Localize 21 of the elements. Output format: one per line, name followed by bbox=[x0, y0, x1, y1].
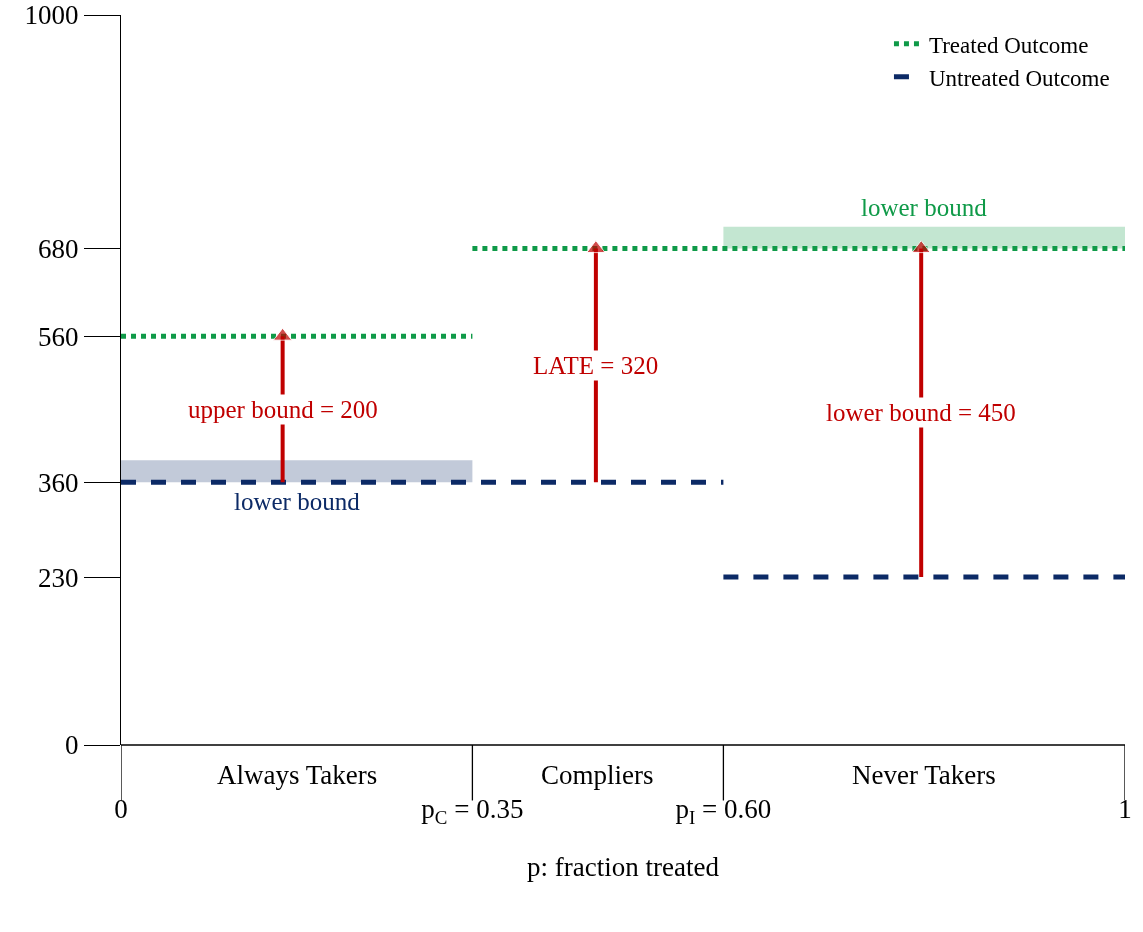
x-tick-label: 0 bbox=[114, 794, 128, 824]
x-tick-label: 1 bbox=[1118, 794, 1132, 824]
x-tick-label: p$_{I}$ = 0.60 bbox=[675, 794, 772, 828]
legend-label: Untreated Outcome bbox=[928, 65, 1110, 91]
series-label: LATE = 320 bbox=[533, 352, 659, 379]
y-tick-label: 0 bbox=[64, 730, 79, 761]
series-label: lower bound = 450 bbox=[826, 399, 1016, 426]
legend-label: Treated Outcome bbox=[928, 32, 1089, 58]
x-axis-title: p: fraction treated bbox=[527, 852, 720, 883]
text: Compliers bbox=[541, 760, 654, 790]
y-tick-label: 680 bbox=[37, 234, 79, 265]
y-tick-label: 1000 bbox=[24, 0, 79, 31]
text: Always Takers bbox=[217, 760, 378, 790]
x-tick-label: p$_{C}$ = 0.35 bbox=[421, 794, 524, 828]
annotation: lower bound bbox=[861, 194, 988, 221]
y-tick-label: 560 bbox=[37, 321, 79, 352]
y-tick-label: 230 bbox=[37, 562, 79, 593]
series-label: upper bound = 200 bbox=[188, 396, 378, 423]
y-tick-label: 360 bbox=[37, 467, 79, 498]
text: Never Takers bbox=[852, 760, 996, 790]
annotation: lower bound bbox=[234, 488, 361, 515]
